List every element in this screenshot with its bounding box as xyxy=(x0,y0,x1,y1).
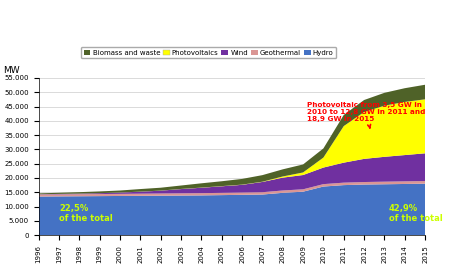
Text: Photovoltaic from 3,5 GW in
2010 to 12,8 GW in 2011 and
18,9 GW in 2015: Photovoltaic from 3,5 GW in 2010 to 12,8… xyxy=(307,102,426,128)
Legend: Biomass and waste, Photovoltaics, Wind, Geothermal, Hydro: Biomass and waste, Photovoltaics, Wind, … xyxy=(81,47,336,58)
Text: 42,9%
of the total: 42,9% of the total xyxy=(388,204,442,223)
Text: 22,5%
of the total: 22,5% of the total xyxy=(59,204,113,223)
Y-axis label: MW: MW xyxy=(3,66,20,75)
